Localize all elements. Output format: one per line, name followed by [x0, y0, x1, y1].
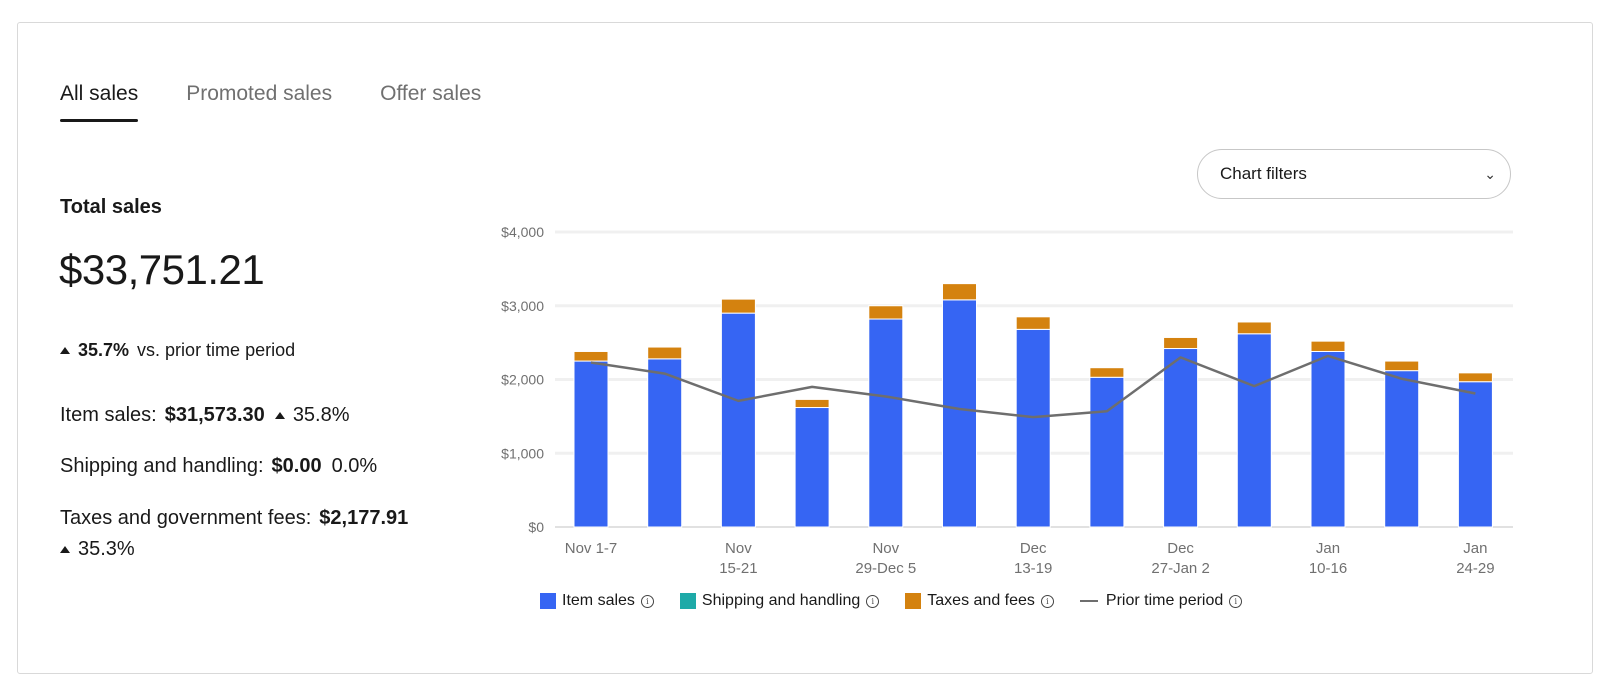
x-tick-label: Nov — [872, 540, 899, 557]
bar-segment — [573, 360, 609, 528]
y-tick-label: $4,000 — [501, 224, 544, 240]
bar-segment — [1384, 370, 1420, 528]
info-icon[interactable]: i — [1229, 594, 1243, 608]
legend-line-swatch — [1079, 600, 1098, 602]
legend-label: Prior time period — [1105, 592, 1224, 609]
tab-promoted-sales[interactable]: Promoted sales — [186, 82, 333, 105]
metric-value: $2,177.91 — [319, 507, 409, 529]
total-change-text: vs. prior time period — [137, 340, 296, 360]
bar-segment — [647, 358, 683, 528]
tab-offer-sales[interactable]: Offer sales — [380, 82, 482, 105]
metric-label: Item sales: — [60, 404, 157, 426]
x-tick-label: Dec — [1020, 540, 1047, 557]
metric-change-percent: 35.3% — [78, 538, 135, 560]
y-tick-label: $1,000 — [501, 445, 544, 461]
metric-change: 0.0% — [332, 455, 378, 478]
bar-segment — [1163, 348, 1199, 528]
x-tick-label: 27-Jan 2 — [1151, 560, 1209, 577]
bar-segment — [1236, 321, 1272, 335]
metric-change: 35.8% — [274, 404, 350, 427]
up-triangle-icon — [274, 412, 285, 419]
legend-item-taxes[interactable]: Taxes and fees i — [905, 592, 1054, 610]
x-tick-label: Jan — [1463, 540, 1487, 557]
metric-change-percent: 35.8% — [292, 404, 350, 426]
chart-filters-label: Chart filters — [1220, 164, 1307, 183]
metric-value: $0.00 — [271, 455, 322, 477]
bar-segment — [942, 283, 977, 301]
total-change: 35.7% vs. prior time period — [60, 340, 295, 361]
bar-segment — [1310, 350, 1346, 528]
legend-item-sales[interactable]: Item sales i — [540, 592, 654, 610]
bar-segment — [1457, 381, 1493, 528]
bar-segment — [1089, 367, 1125, 378]
y-tick-label: $2,000 — [501, 372, 544, 388]
x-tick-label: 29-Dec 5 — [855, 560, 916, 577]
metric-label: Shipping and handling: — [60, 455, 264, 477]
total-change-percent: 35.7% — [78, 340, 130, 360]
x-tick-label: Jan — [1316, 540, 1340, 557]
bar-segment — [794, 398, 830, 409]
bar-segment — [1384, 360, 1420, 372]
x-tick-label: Dec — [1167, 540, 1194, 557]
legend-item-shipping[interactable]: Shipping and handling i — [679, 592, 880, 610]
chart-legend: Item sales i Shipping and handling i Tax… — [540, 592, 1268, 610]
x-tick-label: 13-19 — [1014, 560, 1052, 577]
metric-taxes-change: 35.3% — [60, 538, 135, 561]
x-tick-label: Nov — [725, 540, 752, 557]
bar-segment — [573, 350, 609, 362]
total-sales-value: $33,751.21 — [59, 246, 265, 293]
metric-shipping: Shipping and handling: $0.00 0.0% — [60, 455, 377, 478]
x-tick-label: 10-16 — [1309, 560, 1347, 577]
up-triangle-icon — [60, 546, 70, 553]
bar-segment — [720, 298, 756, 314]
bar-segment — [647, 346, 683, 360]
legend-item-prior[interactable]: Prior time period i — [1079, 592, 1243, 610]
chevron-down-icon: ⌄ — [1484, 165, 1496, 182]
metric-value: $31,573.30 — [164, 404, 265, 426]
bar-segment — [720, 312, 756, 528]
legend-swatch — [905, 593, 922, 609]
metric-change-percent: 0.0% — [331, 455, 378, 477]
prior-period-line — [590, 354, 1476, 419]
tab-all-sales[interactable]: All sales — [60, 82, 139, 122]
bar-segment — [794, 407, 830, 528]
bar-segment — [1163, 336, 1199, 350]
info-icon[interactable]: i — [640, 594, 654, 608]
legend-label: Shipping and handling — [701, 592, 861, 609]
up-triangle-icon — [60, 347, 70, 354]
bar-segment — [1236, 333, 1272, 528]
total-sales-label: Total sales — [60, 196, 162, 218]
y-tick-label: $3,000 — [501, 298, 544, 314]
bar-segment — [1310, 340, 1346, 352]
metric-item-sales: Item sales: $31,573.30 35.8% — [60, 404, 350, 427]
bar-segment — [1457, 372, 1493, 383]
metric-label: Taxes and government fees: — [60, 507, 312, 529]
metric-taxes: Taxes and government fees: $2,177.91 — [60, 507, 418, 530]
info-icon[interactable]: i — [866, 594, 880, 608]
bar-segment — [868, 305, 904, 320]
legend-label: Taxes and fees — [927, 592, 1035, 609]
legend-label: Item sales — [562, 592, 635, 609]
sales-tabs: All sales Promoted sales Offer sales — [60, 82, 481, 122]
bar-segment — [1089, 376, 1125, 528]
legend-swatch — [540, 593, 556, 609]
legend-swatch — [679, 593, 696, 609]
info-icon[interactable]: i — [1040, 594, 1054, 608]
chart-filters-dropdown[interactable]: Chart filters ⌄ — [1197, 149, 1511, 199]
x-tick-label: Nov 1-7 — [565, 540, 618, 557]
bar-segment — [868, 318, 904, 528]
x-tick-label: 24-29 — [1456, 560, 1494, 577]
bar-segment — [1015, 328, 1051, 528]
y-tick-label: $0 — [528, 519, 544, 535]
bar-segment — [942, 299, 977, 528]
bar-segment — [1015, 316, 1051, 330]
x-tick-label: 15-21 — [719, 560, 757, 577]
